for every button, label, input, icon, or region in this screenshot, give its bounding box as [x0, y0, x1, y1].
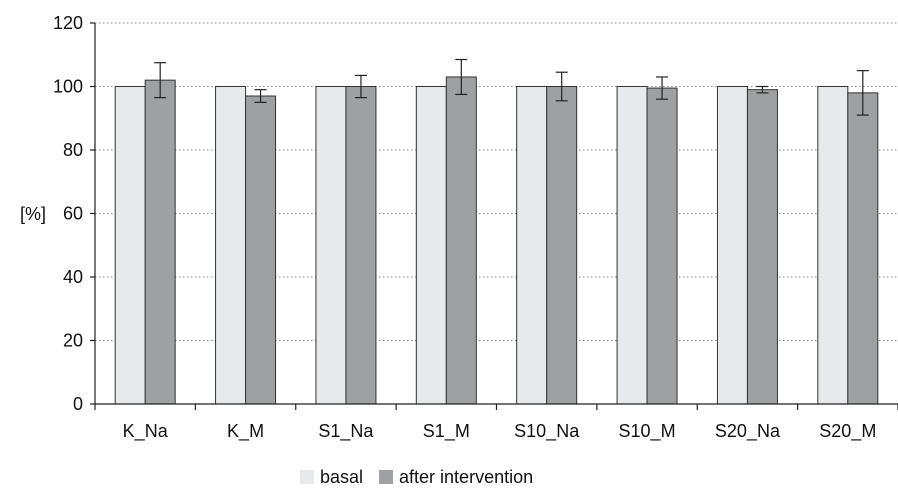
x-tick-label: S10_Na	[514, 421, 580, 442]
x-tick-label: S20_Na	[715, 421, 781, 442]
legend: basal after intervention	[300, 467, 533, 487]
error-bar	[354, 74, 367, 99]
y-tick-label: 120	[53, 13, 83, 33]
error-bar	[154, 62, 167, 99]
bar-after-intervention-S10_Na	[546, 86, 578, 405]
bar-basal-S1_M	[415, 86, 447, 405]
y-tick-label: 40	[63, 267, 83, 287]
error-bars	[154, 58, 869, 116]
bar-basal-S1_Na	[315, 86, 347, 405]
bar-basal-K_Na	[114, 86, 146, 405]
x-tick-label: K_Na	[123, 421, 169, 442]
bar-after-intervention-S20_Na	[746, 89, 778, 405]
y-tick-label: 0	[73, 394, 83, 414]
bar-basal-K_M	[215, 86, 247, 405]
bar-after-intervention-S1_Na	[345, 86, 377, 405]
x-tick-label: K_M	[227, 421, 264, 442]
bar-after-intervention-K_Na	[144, 79, 176, 405]
y-tick-label: 100	[53, 77, 83, 97]
bar-after-intervention-K_M	[245, 95, 277, 405]
y-tick-label: 80	[63, 140, 83, 160]
bar-after-intervention-S1_M	[445, 76, 477, 405]
error-bar	[756, 85, 769, 94]
x-tick-labels: K_Na K_M S1_Na S1_M S10_Na S10_M S20_Na S20_M	[94, 404, 898, 442]
error-bar	[455, 58, 468, 96]
error-bar	[656, 76, 669, 100]
bar-after-intervention-S10_M	[646, 87, 678, 405]
legend-swatch	[300, 470, 314, 484]
y-tick-label: 60	[63, 204, 83, 224]
x-tick-label: S1_Na	[318, 421, 374, 442]
bar-basal-S20_M	[817, 86, 849, 405]
error-bar	[856, 70, 869, 116]
bar-basal-S10_Na	[516, 86, 548, 405]
y-tick-label: 20	[63, 331, 83, 351]
legend-label: after intervention	[399, 467, 533, 487]
legend-label: basal	[320, 467, 363, 487]
x-tick-label: S10_M	[619, 421, 676, 442]
legend-swatch	[379, 470, 394, 484]
bar-basal-S20_Na	[716, 86, 748, 405]
bar-after-intervention-S20_M	[847, 92, 879, 405]
x-tick-label: S1_M	[423, 421, 470, 442]
y-axis-label: [%]	[20, 204, 46, 224]
bar-basal-S10_M	[616, 86, 648, 405]
error-bar	[555, 71, 568, 102]
y-tick-labels: 0 20 40 60 80 100 120	[53, 13, 95, 414]
error-bar	[254, 89, 267, 103]
x-tick-label: S20_M	[819, 421, 876, 442]
bar-series	[114, 76, 879, 405]
